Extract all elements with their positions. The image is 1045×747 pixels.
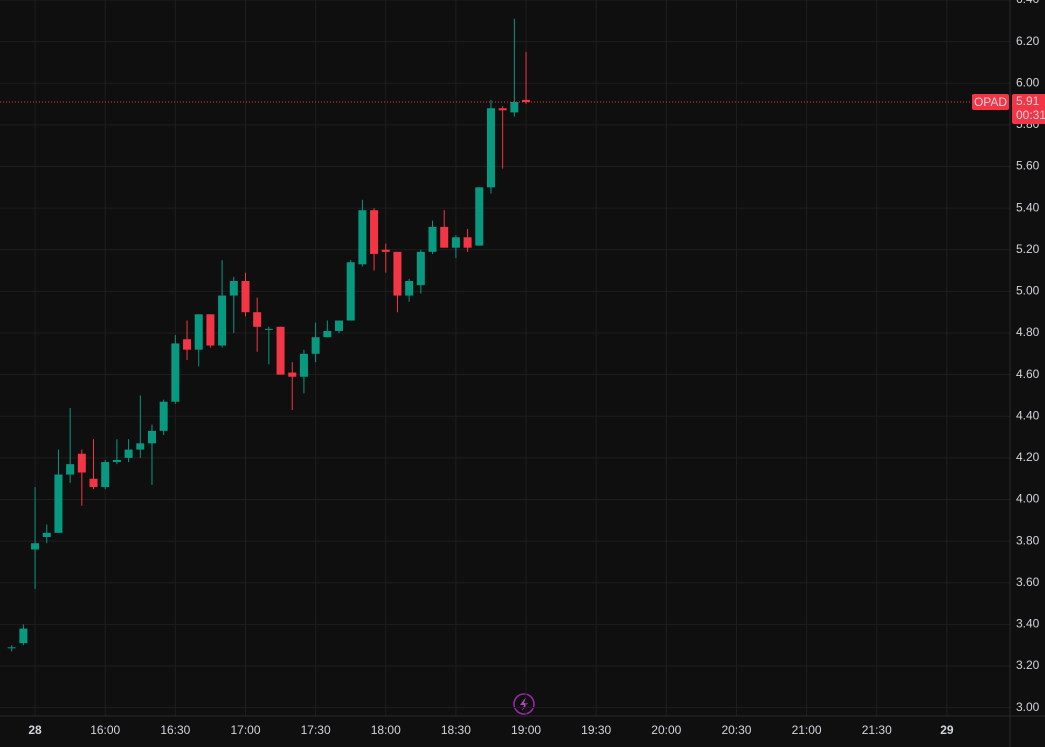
x-tick-label: 18:00 xyxy=(371,723,401,737)
candle-body xyxy=(416,251,425,286)
candle-body xyxy=(147,430,156,444)
candle-body xyxy=(276,326,285,375)
y-tick-label: 5.00 xyxy=(1016,284,1040,298)
candle-body xyxy=(510,101,519,113)
candle-body xyxy=(136,443,145,450)
candle-body xyxy=(486,108,495,188)
candle-body xyxy=(31,543,40,550)
candle-body xyxy=(299,353,308,377)
y-tick-label: 4.40 xyxy=(1016,408,1040,422)
y-tick-label: 4.60 xyxy=(1016,367,1040,381)
x-tick-label: 17:00 xyxy=(230,723,260,737)
replay-icon[interactable] xyxy=(513,693,535,715)
y-tick-label: 3.20 xyxy=(1016,658,1040,672)
symbol-label: OPAD xyxy=(974,95,1007,109)
candle-body xyxy=(405,280,414,296)
candle-body xyxy=(101,462,110,488)
candle-body xyxy=(451,237,460,248)
candle-body xyxy=(19,628,28,644)
candle-body xyxy=(241,280,250,313)
candle-body xyxy=(463,237,472,248)
candle-body xyxy=(428,226,437,252)
candle-body xyxy=(54,474,63,533)
candle-body xyxy=(7,647,16,649)
x-tick-label: 28 xyxy=(28,723,42,737)
y-tick-label: 4.20 xyxy=(1016,450,1040,464)
y-tick-label: 3.40 xyxy=(1016,617,1040,631)
candle-body xyxy=(229,280,238,296)
candle-body xyxy=(311,337,320,354)
y-tick-label: 3.00 xyxy=(1016,700,1040,714)
price-badge xyxy=(1012,93,1045,124)
candle-body xyxy=(194,314,203,350)
price-label: 5.91 xyxy=(1016,94,1040,108)
x-tick-label: 18:30 xyxy=(441,723,471,737)
candle-body xyxy=(346,262,355,321)
countdown-label: 00:31 xyxy=(1016,108,1045,122)
symbol-badge xyxy=(972,93,1009,110)
grid xyxy=(0,0,1010,716)
y-tick-label: 6.20 xyxy=(1016,34,1040,48)
candle-body xyxy=(183,339,192,350)
candle-body xyxy=(253,312,262,327)
y-tick-label: 5.40 xyxy=(1016,200,1040,214)
candle-body xyxy=(522,99,531,102)
candle-body xyxy=(370,210,379,254)
icon-ring xyxy=(513,693,535,715)
candle-body xyxy=(358,210,367,265)
candle-body xyxy=(42,532,51,537)
x-tick-label: 19:30 xyxy=(581,723,611,737)
y-tick-label: 3.80 xyxy=(1016,533,1040,547)
x-tick-label: 20:00 xyxy=(651,723,681,737)
candle-body xyxy=(264,328,273,330)
x-tick-label: 19:00 xyxy=(511,723,541,737)
y-tick-label: 5.60 xyxy=(1016,159,1040,173)
candle-body xyxy=(89,478,98,488)
candle-body xyxy=(393,251,402,296)
x-tick-label: 21:00 xyxy=(792,723,822,737)
y-tick-label: 6.40 xyxy=(1016,0,1040,6)
candle-body xyxy=(159,401,168,431)
candle-body xyxy=(288,372,297,377)
icon-bolt xyxy=(520,697,528,711)
x-tick-label: 21:30 xyxy=(862,723,892,737)
x-tick-label: 16:30 xyxy=(160,723,190,737)
candle-body xyxy=(475,187,484,246)
candle-body xyxy=(440,226,449,248)
candle-body xyxy=(381,249,390,252)
candle-body xyxy=(218,295,227,346)
candle-body xyxy=(112,459,121,463)
y-tick-label: 4.00 xyxy=(1016,492,1040,506)
candle-body xyxy=(323,330,332,338)
candle-body xyxy=(77,453,86,473)
candle-body xyxy=(335,320,344,331)
candle-body xyxy=(498,108,507,111)
candle-body xyxy=(206,314,215,346)
y-tick-label: 6.00 xyxy=(1016,75,1040,89)
candle-body xyxy=(66,464,75,475)
y-tick-label: 4.80 xyxy=(1016,325,1040,339)
candle-body xyxy=(171,343,180,402)
x-tick-label: 17:30 xyxy=(301,723,331,737)
x-tick-label: 29 xyxy=(940,723,954,737)
y-tick-label: 5.20 xyxy=(1016,242,1040,256)
x-tick-label: 20:30 xyxy=(721,723,751,737)
x-tick-label: 16:00 xyxy=(90,723,120,737)
y-tick-label: 3.60 xyxy=(1016,575,1040,589)
candle-body xyxy=(124,449,133,458)
